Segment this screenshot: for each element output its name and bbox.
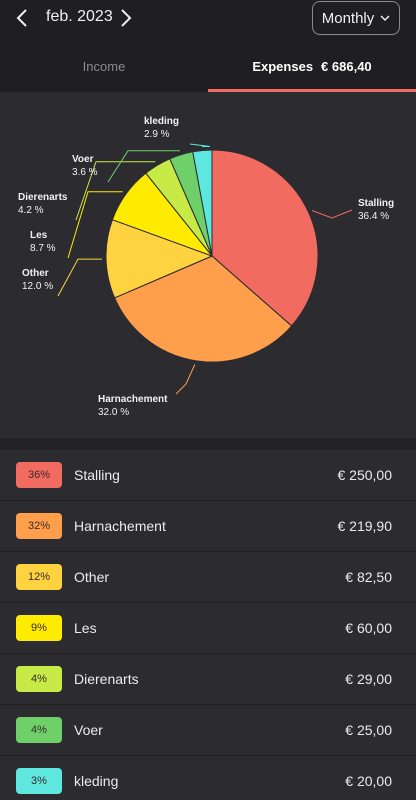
- pie-slice-stalling[interactable]: [211, 149, 319, 327]
- percent-badge: 9%: [16, 615, 62, 641]
- slice-percent-voer: 3.6 %: [72, 167, 98, 178]
- category-name: Voer: [74, 722, 103, 738]
- period-mode-dropdown[interactable]: Monthly: [312, 1, 400, 35]
- percent-badge: 36%: [16, 462, 62, 488]
- slice-label-voer: Voer: [72, 154, 94, 165]
- slice-label-kleding: kleding: [144, 116, 179, 127]
- period-mode-value: Monthly: [321, 9, 375, 27]
- category-name: Les: [74, 620, 97, 636]
- next-month-button[interactable]: [114, 6, 138, 30]
- category-amount: € 219,90: [337, 518, 393, 534]
- expenses-pie-chart: Stalling 36.4 % Harnachement 32.0 % Other 12.…: [0, 92, 416, 438]
- pie-chart-svg: Stalling 36.4 % Harnachement 32.0 % Other 12.…: [18, 116, 394, 418]
- tab-income-label: Income: [82, 58, 126, 74]
- slice-label-harnachement: Harnachement: [98, 394, 168, 405]
- category-name: Stalling: [74, 467, 120, 483]
- percent-badge: 32%: [16, 513, 62, 539]
- slice-percent-other: 12.0 %: [22, 281, 53, 292]
- tab-expenses[interactable]: Expenses € 686,40: [208, 40, 416, 92]
- pie-slice-kleding[interactable]: [192, 149, 213, 257]
- category-name: kleding: [74, 773, 119, 789]
- slice-percent-stalling: 36.4 %: [358, 211, 389, 222]
- category-name: Harnachement: [74, 518, 166, 534]
- tab-income[interactable]: Income: [0, 40, 208, 92]
- category-amount: € 25,00: [345, 722, 392, 738]
- chevron-right-icon: [121, 9, 132, 27]
- active-tab-indicator: [208, 89, 416, 92]
- section-divider: [0, 438, 416, 450]
- category-row[interactable]: 4% Dierenarts € 29,00: [0, 654, 416, 705]
- chevron-left-icon: [16, 9, 27, 27]
- expenses-total: € 686,40: [321, 58, 372, 74]
- category-amount: € 250,00: [337, 467, 393, 483]
- previous-month-button[interactable]: [10, 6, 34, 30]
- leader-line-kleding: [189, 143, 211, 147]
- percent-badge: 3%: [16, 768, 62, 794]
- percent-badge: 4%: [16, 717, 62, 743]
- category-row[interactable]: 4% Voer € 25,00: [0, 705, 416, 756]
- category-row[interactable]: 3% kleding € 20,00: [0, 756, 416, 800]
- slice-percent-harnachement: 32.0 %: [98, 407, 129, 418]
- slice-percent-les: 8.7 %: [30, 243, 56, 254]
- slice-label-stalling: Stalling: [358, 198, 394, 209]
- category-amount: € 29,00: [345, 671, 392, 687]
- category-amount: € 82,50: [345, 569, 392, 585]
- percent-badge: 4%: [16, 666, 62, 692]
- slice-label-les: Les: [30, 230, 48, 241]
- top-bar: feb. 2023 Monthly: [0, 0, 416, 40]
- leader-line-harnachement: [175, 364, 196, 395]
- slice-label-other: Other: [22, 268, 49, 279]
- category-row[interactable]: 32% Harnachement € 219,90: [0, 501, 416, 552]
- category-row[interactable]: 9% Les € 60,00: [0, 603, 416, 654]
- category-amount: € 60,00: [345, 620, 392, 636]
- leader-line-voer: [107, 150, 180, 183]
- tab-expenses-label: Expenses: [252, 58, 314, 74]
- leader-line-other: [57, 258, 103, 297]
- chevron-down-icon: [380, 14, 390, 21]
- leader-line-les: [67, 191, 123, 259]
- category-name: Other: [74, 569, 110, 585]
- pie-slice-other[interactable]: [105, 219, 214, 299]
- percent-badge: 12%: [16, 564, 62, 590]
- slice-label-dierenarts: Dierenarts: [18, 192, 68, 203]
- leader-line-dierenarts: [75, 161, 156, 221]
- leader-line-stalling: [312, 209, 353, 219]
- category-row[interactable]: 36% Stalling € 250,00: [0, 450, 416, 501]
- slice-percent-kleding: 2.9 %: [144, 129, 170, 140]
- category-name: Dierenarts: [74, 671, 139, 687]
- category-row[interactable]: 12% Other € 82,50: [0, 552, 416, 603]
- slice-percent-dierenarts: 4.2 %: [18, 205, 44, 216]
- category-amount: € 20,00: [345, 773, 392, 789]
- period-label: feb. 2023: [46, 8, 113, 25]
- pie-slice-harnachement[interactable]: [113, 255, 293, 363]
- type-tabs: Income Expenses € 686,40: [0, 40, 416, 92]
- category-list: 36% Stalling € 250,00 32% Harnachement € 219,…: [0, 450, 416, 800]
